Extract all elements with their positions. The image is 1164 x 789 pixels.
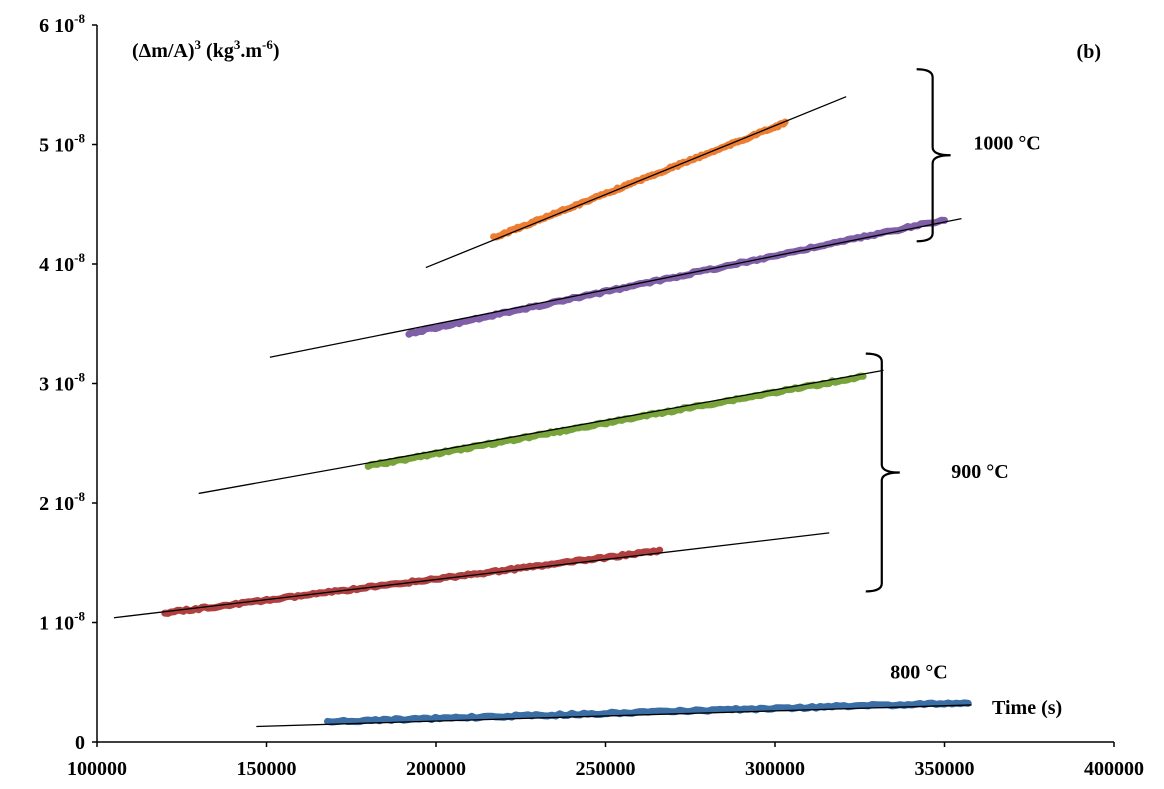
temperature-brackets — [865, 68, 951, 593]
group-bracket — [865, 352, 900, 593]
temperature-labels: 1000 °C 900 °C 800 °C — [890, 132, 1041, 683]
temperature-label: 1000 °C — [973, 132, 1040, 154]
data-series-line — [324, 699, 972, 726]
x-tick-label: 200000 — [406, 758, 466, 780]
y-tick-label: 1 10-8 — [39, 609, 85, 635]
data-series — [161, 118, 972, 726]
data-series-line — [364, 372, 867, 470]
temperature-label: 900 °C — [951, 461, 1008, 483]
y-tick-label: 4 10-8 — [39, 250, 85, 276]
group-bracket — [916, 68, 951, 243]
y-tick-label: 2 10-8 — [39, 489, 85, 515]
x-tick-label: 350000 — [915, 758, 975, 780]
linear-fit-line — [269, 217, 962, 358]
x-tick-label: 150000 — [237, 758, 297, 780]
linear-fit-line — [198, 369, 884, 495]
linear-fit-line — [425, 96, 847, 269]
y-tick-label: 5 10-8 — [39, 131, 85, 157]
y-tick-label: 3 10-8 — [39, 370, 85, 396]
y-axis-ticks: 0 1 10-8 2 10-8 3 10-8 4 10-8 5 10-8 6 10-8 — [39, 11, 97, 754]
x-tick-label: 400000 — [1084, 758, 1144, 780]
x-tick-label: 300000 — [745, 758, 805, 780]
x-axis-label: Time (s) — [992, 697, 1062, 719]
y-tick-label: 0 — [75, 732, 85, 754]
y-axis-label: (Δm/A)3 (kg3.m-6) — [132, 37, 280, 62]
y-tick-label: 6 10-8 — [39, 11, 85, 37]
linear-fit-line — [113, 532, 830, 619]
x-tick-label: 100000 — [67, 758, 127, 780]
panel-label: (b) — [1077, 41, 1101, 63]
data-series-line — [405, 216, 948, 338]
temperature-label: 800 °C — [890, 662, 947, 684]
x-axis-ticks: 100000 150000 200000 250000 300000 350000 4000… — [67, 742, 1144, 780]
fit-lines — [113, 96, 972, 728]
linear-fit-line — [256, 704, 972, 728]
x-tick-label: 250000 — [576, 758, 636, 780]
